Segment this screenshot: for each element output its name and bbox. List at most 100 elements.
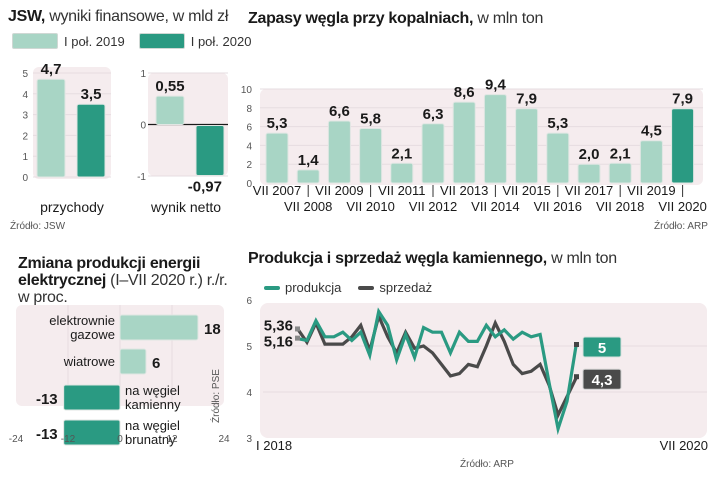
stocks-chart: 0 2 4 6 8 10 5,3 VII 2007 1,4 VII 2008 6,6 VII 2009… — [241, 77, 707, 214]
legend-swatch-2019 — [12, 33, 58, 49]
x-tick-label: VII 2007 — [253, 183, 301, 198]
bar-vii-2012 — [421, 123, 445, 184]
line-title-bold: Produkcja i sprzedaż węgla kamiennego, — [248, 250, 547, 267]
jsw-legend: I poł. 2019 I poł. 2020 — [12, 33, 251, 49]
x-label-wynik: wynik netto — [150, 199, 221, 215]
x-tick-label: VII 2009 — [315, 183, 363, 198]
value-label: 7,9 — [672, 91, 693, 108]
x-tick-label: -12 — [61, 434, 76, 445]
x-tick-label: 24 — [218, 434, 230, 445]
bar-vii-2008 — [296, 169, 320, 184]
x-tick-label: VII 2020 — [658, 199, 706, 214]
end-badge-produkcja — [582, 336, 622, 358]
y-tick-label: 1 — [140, 69, 146, 80]
line-title: Produkcja i sprzedaż węgla kamiennego, w… — [248, 250, 617, 268]
y-tick-label: 6 — [246, 123, 252, 134]
value-label: 4,7 — [41, 61, 62, 78]
bar-energy-1 — [119, 348, 147, 375]
bar-vii-2019 — [639, 140, 663, 184]
jsw-title-bold: JSW, — [8, 8, 46, 25]
value-label: 5,3 — [547, 115, 568, 132]
legend-label-2020: I poł. 2020 — [190, 33, 252, 49]
value-label: 8,6 — [454, 84, 475, 101]
x-tick-label: 12 — [166, 434, 178, 445]
start-marker-sprzedaż — [295, 326, 300, 332]
energy-title: Zmiana produkcji energii elektrycznej (I… — [18, 255, 228, 306]
value-label: 0,55 — [155, 78, 184, 95]
bar-vii-2020 — [671, 108, 695, 184]
energy-title-line2-bold: elektrycznej — [18, 272, 107, 289]
value-label: 6,3 — [423, 106, 444, 123]
bar-energy-0 — [119, 314, 199, 341]
bar-wynik-1 — [195, 125, 225, 176]
bar-vii-2016 — [546, 132, 570, 184]
bar-vii-2010 — [359, 127, 383, 184]
y-tick-label: 6 — [246, 296, 252, 307]
x-tick-label: VII 2017 — [565, 183, 613, 198]
y-tick-label: 3 — [246, 434, 252, 445]
jsw-title-rest: wyniki finansowe, w mld zł — [45, 8, 229, 25]
y-tick-label: 2 — [22, 131, 28, 142]
bar-wynik-0 — [155, 95, 185, 125]
stocks-title-bold: Zapasy węgla przy kopalniach, — [248, 10, 474, 27]
y-tick-label: 3 — [22, 111, 28, 122]
x-tick-label: VII 2008 — [284, 199, 332, 214]
start-label-sprzedaz: 5,36 — [264, 317, 293, 334]
start-marker-produkcja — [295, 335, 300, 341]
y-tick-label: 4 — [246, 141, 252, 152]
bar-vii-2011 — [390, 162, 414, 184]
legend-swatch-2020 — [138, 33, 185, 49]
value-label: -0,97 — [188, 178, 222, 195]
category-label: kamienny — [125, 397, 181, 412]
x-tick-label: -24 — [9, 434, 24, 445]
bar-vii-2017 — [577, 163, 601, 184]
y-tick-label: -1 — [137, 172, 146, 183]
plot-bg — [260, 89, 703, 185]
x-tick-label: VII 2014 — [471, 199, 519, 214]
y-tick-label: 8 — [246, 104, 252, 115]
x-tick-label: VII 2019 — [627, 183, 675, 198]
x-tick-label: VII 2016 — [534, 199, 582, 214]
jsw-source: Źródło: JSW — [10, 221, 66, 232]
bar-vii-2018 — [608, 162, 632, 184]
x-tick-label: VII 2018 — [596, 199, 644, 214]
category-label: gazowe — [70, 327, 115, 342]
y-tick-label: 0 — [22, 173, 28, 184]
y-tick-label: 0 — [140, 121, 146, 132]
value-label: 5,8 — [360, 110, 381, 127]
x-label-start: I 2018 — [256, 438, 292, 453]
value-label: 5,3 — [267, 115, 288, 132]
line-produkcja — [297, 307, 578, 436]
jsw-charts: 0 1 2 3 4 5 4,7 3,5 przychody -1 0 1 0,55 -0,97 wynik … — [22, 61, 228, 215]
legend-label-produkcja: produkcja — [285, 280, 342, 295]
bar-energy-2 — [63, 384, 121, 411]
bar-vii-2013 — [452, 101, 476, 184]
category-label: wiatrowe — [63, 354, 115, 369]
legend-line-sprzedaz — [358, 285, 375, 290]
category-label: elektrownie — [49, 313, 115, 328]
line-legend: produkcja sprzedaż — [264, 280, 432, 295]
x-tick-label: VII 2013 — [440, 183, 488, 198]
y-tick-label: 0 — [246, 179, 252, 190]
y-tick-label: 10 — [241, 85, 253, 96]
y-tick-label: 5 — [246, 342, 252, 353]
line-source: Źródło: ARP — [460, 459, 514, 470]
start-label-produkcja: 5,16 — [264, 334, 293, 351]
x-tick-label: 0 — [117, 434, 123, 445]
value-label: 9,4 — [485, 77, 507, 94]
line-title-rest: w mln ton — [546, 250, 617, 267]
line-sprzedaż — [296, 311, 578, 420]
y-tick-label: 4 — [22, 90, 28, 101]
value-label: 1,4 — [298, 152, 320, 169]
end-label-produkcja: 5 — [598, 340, 606, 357]
stocks-title-rest: w mln ton — [473, 10, 544, 27]
value-label: -13 — [36, 426, 58, 443]
legend-line-produkcja — [264, 285, 280, 290]
x-label-przychody: przychody — [40, 199, 104, 215]
y-tick-label: 5 — [22, 69, 28, 80]
plot-bg — [260, 303, 707, 438]
value-label: 6 — [152, 355, 160, 372]
energy-title-line2-rest: (I–VII 2020 r.) r./r. — [106, 272, 228, 289]
value-label: 6,6 — [329, 103, 350, 120]
